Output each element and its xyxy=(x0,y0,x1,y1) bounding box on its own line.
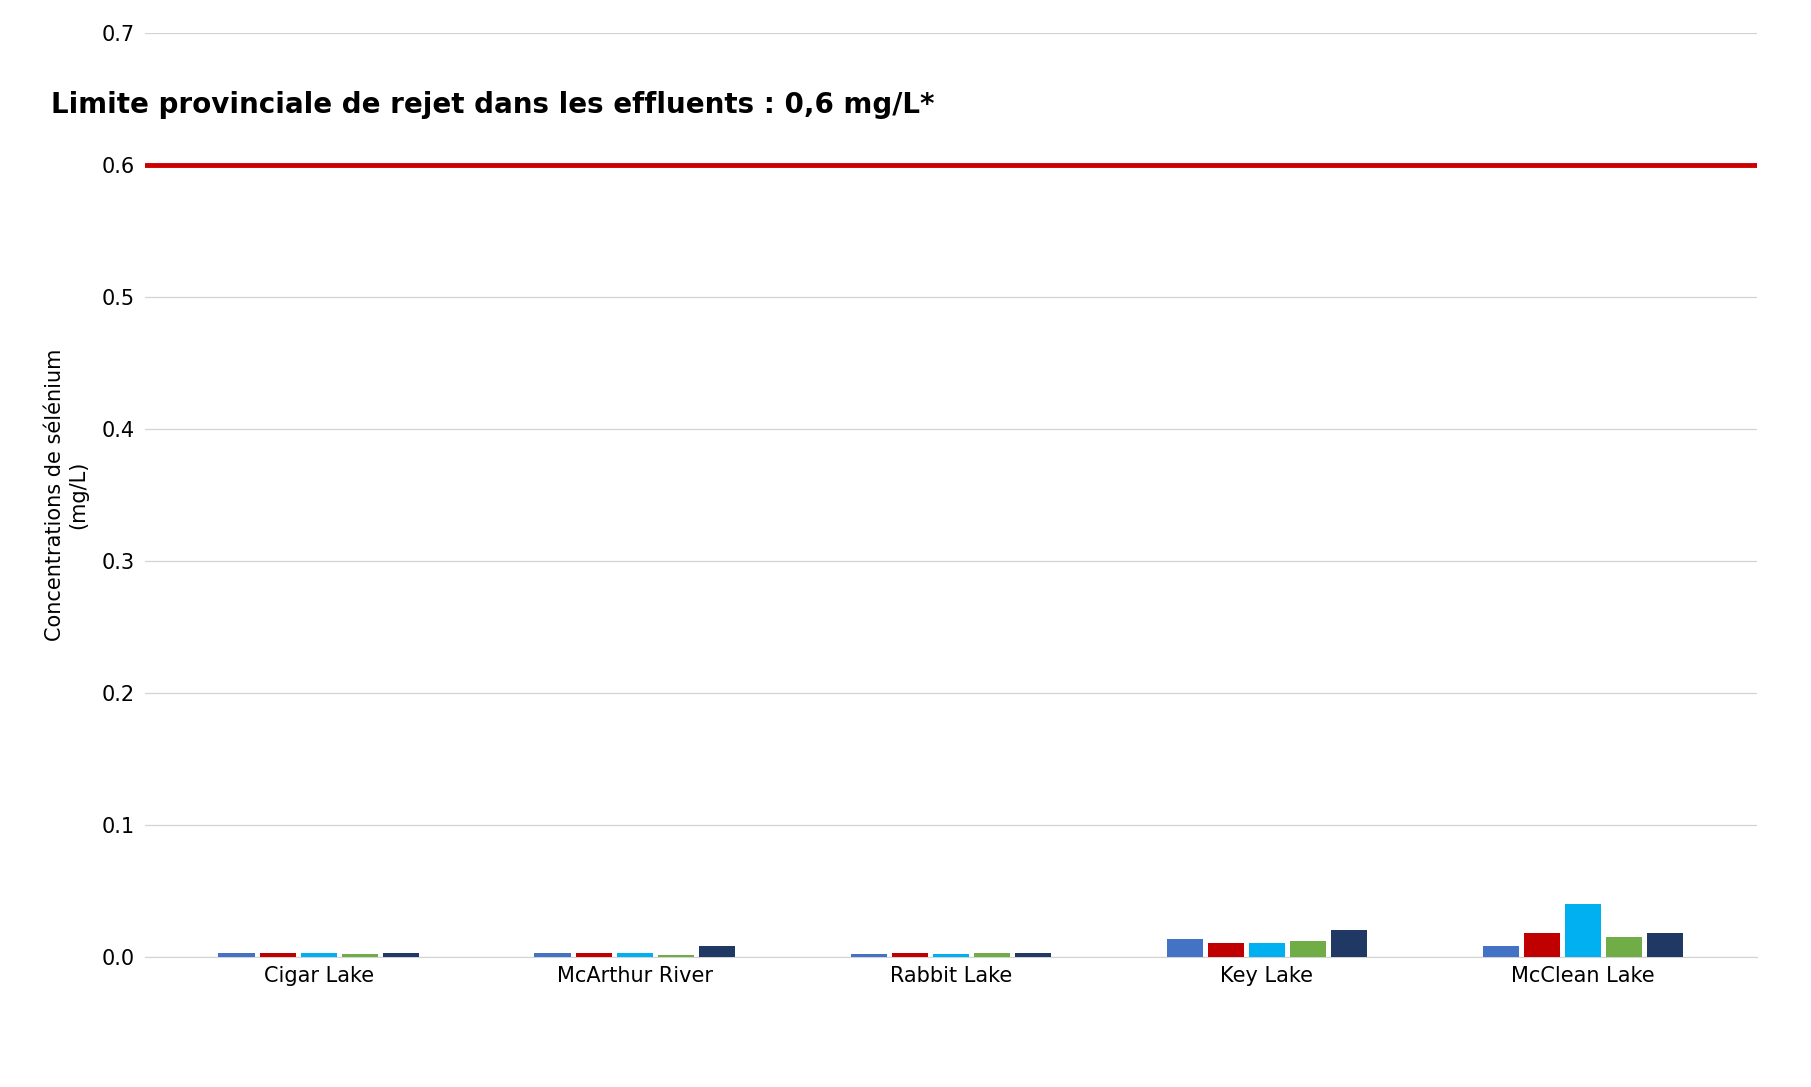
Bar xyxy=(1483,946,1519,957)
Bar xyxy=(576,952,612,957)
Bar xyxy=(382,952,418,957)
Bar xyxy=(219,952,255,957)
Bar xyxy=(699,946,735,957)
Bar xyxy=(618,952,652,957)
Bar xyxy=(1523,933,1559,957)
Bar xyxy=(1166,939,1203,957)
Y-axis label: Concentrations de sélénium
(mg/L): Concentrations de sélénium (mg/L) xyxy=(45,349,89,640)
Bar xyxy=(1289,940,1326,957)
Bar xyxy=(342,954,378,957)
Bar xyxy=(1606,937,1643,957)
Bar xyxy=(1331,930,1367,957)
Bar xyxy=(1565,903,1601,957)
Bar xyxy=(1208,944,1244,957)
Bar xyxy=(1646,933,1682,957)
Bar xyxy=(534,952,570,957)
Bar xyxy=(974,952,1011,957)
Bar xyxy=(259,952,295,957)
Bar xyxy=(891,952,927,957)
Bar xyxy=(301,952,337,957)
Bar xyxy=(933,954,969,957)
Bar xyxy=(1014,952,1050,957)
Text: Limite provinciale de rejet dans les effluents : 0,6 mg/L*: Limite provinciale de rejet dans les eff… xyxy=(51,91,934,120)
Bar xyxy=(657,955,694,957)
Bar xyxy=(1250,944,1284,957)
Bar xyxy=(851,954,887,957)
